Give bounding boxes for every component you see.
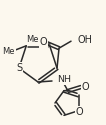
Text: NH: NH: [57, 76, 72, 84]
Text: Me: Me: [26, 35, 38, 44]
Text: S: S: [16, 63, 22, 73]
Text: O: O: [76, 107, 83, 117]
Text: O: O: [39, 37, 47, 47]
Text: O: O: [81, 82, 89, 92]
Text: OH: OH: [77, 35, 92, 45]
Text: Me: Me: [3, 47, 15, 56]
